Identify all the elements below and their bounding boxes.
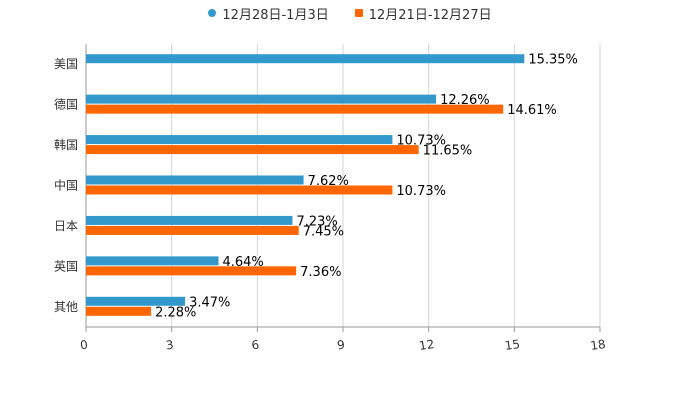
category-label: 日本	[54, 219, 78, 233]
category-label: 其他	[54, 300, 78, 314]
data-label: 7.23%	[296, 214, 337, 229]
bar	[86, 94, 437, 104]
legend-item-series-2[interactable]: 12月21日-12月27日	[354, 4, 492, 23]
x-tick-label: 15	[504, 337, 521, 353]
bar	[86, 296, 186, 306]
legend-item-series-1[interactable]: 12月28日-1月3日	[208, 4, 329, 23]
legend-label-series-1: 12月28日-1月3日	[222, 7, 329, 23]
bar	[86, 185, 393, 195]
bar	[86, 225, 299, 235]
data-label: 14.61%	[507, 103, 557, 118]
data-label: 15.35%	[528, 53, 578, 68]
data-label: 11.65%	[423, 144, 473, 159]
category-label: 韩国	[54, 137, 78, 152]
bar	[86, 135, 393, 145]
bar	[86, 104, 504, 114]
bar	[86, 175, 304, 185]
data-label: 4.64%	[222, 255, 263, 270]
data-label: 7.62%	[308, 174, 349, 189]
category-label: 德国	[54, 97, 78, 112]
data-label: 7.36%	[300, 265, 341, 280]
data-label: 3.47%	[189, 295, 230, 310]
data-label: 10.73%	[396, 184, 446, 199]
x-tick-label: 9	[336, 338, 346, 353]
x-tick-label: 0	[79, 338, 89, 353]
data-label: 12.26%	[440, 93, 490, 108]
category-label: 英国	[54, 259, 78, 273]
legend-label-series-2: 12月21日-12月27日	[368, 7, 492, 23]
bar	[86, 54, 525, 64]
x-tick-label: 18	[589, 337, 606, 353]
legend: 12月28日-1月3日 12月21日-12月27日	[0, 2, 700, 24]
x-tick-label: 6	[251, 338, 261, 353]
bar	[86, 306, 152, 316]
bar	[86, 266, 297, 276]
data-label: 2.28%	[155, 305, 196, 320]
x-tick-label: 3	[165, 338, 175, 353]
series-1-circle-icon	[208, 9, 217, 17]
data-label: 10.73%	[396, 134, 446, 149]
series-2-square-icon	[354, 9, 363, 17]
data-label: 7.45%	[303, 224, 344, 239]
bar	[86, 215, 293, 225]
bar	[86, 256, 219, 266]
x-tick-label: 12	[418, 337, 435, 353]
category-label: 美国	[54, 57, 78, 71]
category-label: 中国	[54, 178, 78, 193]
bar	[86, 145, 419, 155]
